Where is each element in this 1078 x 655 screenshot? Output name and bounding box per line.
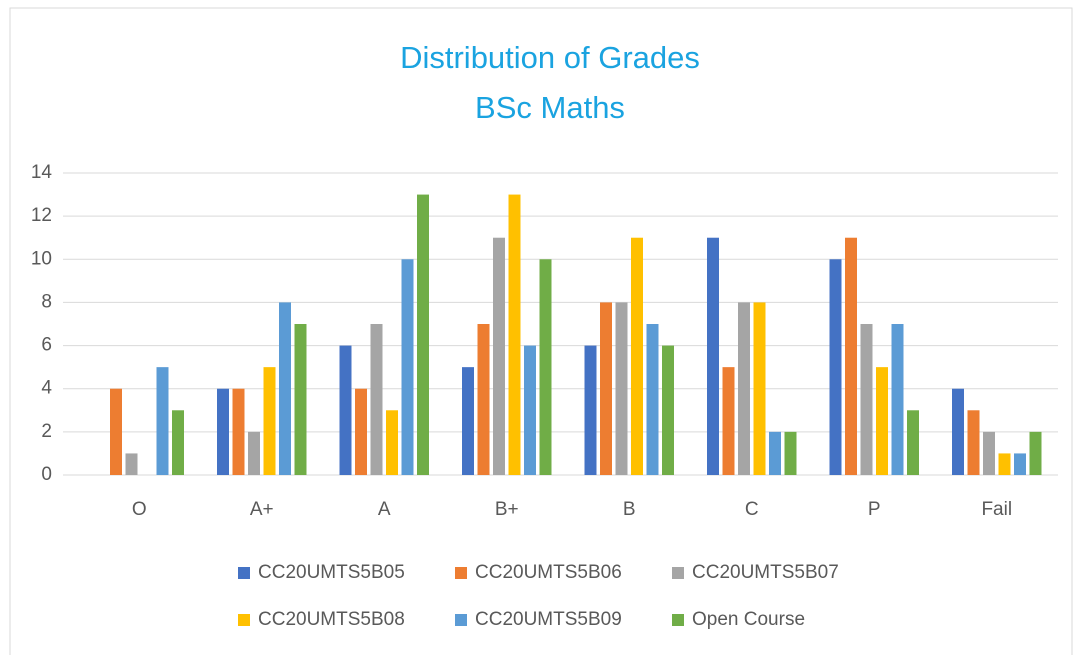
bar	[662, 345, 674, 475]
y-tick-label: 4	[41, 378, 52, 399]
legend-label: CC20UMTS5B06	[475, 562, 622, 583]
x-tick-label: B	[623, 499, 636, 520]
bar	[876, 367, 888, 475]
bar	[722, 367, 735, 475]
bar	[967, 410, 980, 475]
bar	[539, 259, 552, 475]
x-tick-label: B+	[495, 499, 519, 520]
legend-swatch	[455, 614, 467, 626]
legend-swatch	[672, 567, 684, 579]
bar	[263, 367, 276, 475]
bar	[417, 194, 429, 476]
bar	[172, 410, 184, 475]
bar	[907, 410, 919, 475]
bar	[370, 324, 383, 475]
legend-label: CC20UMTS5B09	[475, 609, 622, 630]
legend-swatch	[238, 567, 250, 579]
y-tick-label: 14	[31, 162, 53, 183]
bar	[508, 194, 521, 476]
bar	[891, 324, 904, 475]
y-tick-label: 8	[41, 291, 52, 312]
y-tick-label: 10	[31, 248, 52, 269]
y-tick-label: 6	[41, 335, 52, 356]
bar	[462, 367, 474, 475]
legend-label: CC20UMTS5B05	[258, 562, 405, 583]
bar	[860, 324, 873, 475]
bar	[401, 259, 414, 475]
bar	[753, 302, 766, 475]
x-tick-label: P	[868, 499, 881, 520]
bar	[524, 345, 536, 475]
x-tick-label: A+	[250, 499, 274, 520]
legend-label: Open Course	[692, 609, 805, 630]
y-tick-label: 0	[41, 464, 52, 485]
chart-subtitle: BSc Maths	[475, 90, 625, 125]
bar	[845, 237, 857, 475]
bar	[232, 388, 245, 475]
x-tick-label: C	[745, 499, 759, 520]
chart-title: Distribution of Grades	[400, 40, 700, 75]
bar	[493, 237, 505, 475]
bar	[386, 410, 398, 475]
legend-swatch	[672, 614, 684, 626]
bar	[217, 388, 229, 475]
x-tick-label: O	[132, 499, 147, 520]
bar	[738, 302, 750, 475]
bar	[294, 324, 307, 475]
bar	[355, 388, 367, 475]
bar	[952, 388, 964, 475]
bar	[1029, 431, 1042, 475]
bar	[477, 324, 490, 475]
bar	[339, 345, 352, 475]
x-tick-label: A	[378, 499, 391, 520]
bar	[784, 431, 797, 475]
y-tick-label: 12	[31, 205, 52, 226]
legend-swatch	[455, 567, 467, 579]
bar	[600, 302, 612, 475]
legend-label: CC20UMTS5B07	[692, 562, 839, 583]
bar	[279, 302, 291, 475]
bar	[584, 345, 597, 475]
bar	[646, 324, 659, 475]
bar	[769, 431, 781, 475]
bar	[1014, 453, 1026, 475]
bar	[707, 237, 719, 475]
bar	[156, 367, 169, 475]
legend-label: CC20UMTS5B08	[258, 609, 405, 630]
bar	[998, 453, 1011, 475]
bar	[829, 259, 842, 475]
y-tick-label: 2	[41, 421, 52, 442]
bar	[248, 431, 260, 475]
bar	[615, 302, 628, 475]
legend-swatch	[238, 614, 250, 626]
bar	[110, 388, 122, 475]
bar	[125, 453, 138, 475]
bar	[983, 431, 995, 475]
x-tick-label: Fail	[981, 499, 1012, 520]
bar	[631, 237, 643, 475]
